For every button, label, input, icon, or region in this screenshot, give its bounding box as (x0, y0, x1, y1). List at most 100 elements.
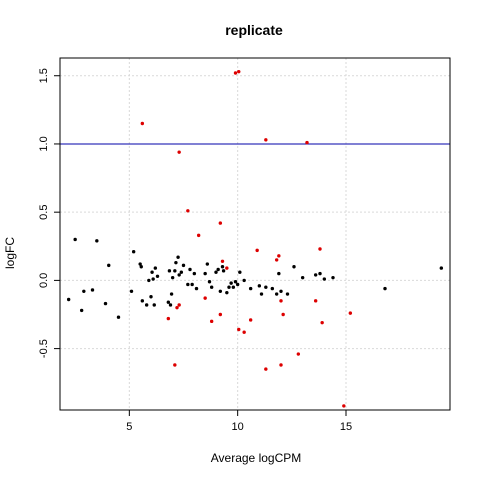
data-point (237, 69, 241, 74)
data-point (257, 284, 262, 288)
data-point (242, 278, 246, 283)
data-point (279, 289, 283, 294)
data-point (179, 270, 184, 274)
data-point (285, 292, 290, 296)
data-point (140, 121, 145, 126)
data-point (138, 262, 142, 266)
data-point (166, 316, 171, 321)
data-point (147, 278, 151, 283)
data-point (173, 269, 177, 273)
data-point (264, 138, 268, 142)
data-point (209, 285, 214, 289)
x-axis-ticks: 5 10 15 (126, 410, 352, 433)
x-axis-label: Average logCPM (211, 451, 302, 465)
data-point (274, 258, 279, 262)
data-point (238, 270, 242, 274)
data-point (277, 254, 281, 258)
data-point (322, 277, 327, 281)
data-point (139, 265, 143, 269)
data-point (255, 248, 259, 253)
data-point (151, 277, 155, 281)
data-point (220, 259, 225, 263)
data-point (174, 260, 178, 265)
data-point (248, 318, 253, 322)
data-point (313, 273, 318, 277)
data-point (79, 308, 84, 313)
data-point (95, 239, 99, 243)
data-point (168, 303, 173, 307)
y-tick-label: 0.0 (38, 273, 50, 288)
data-point (73, 237, 77, 242)
data-point (218, 312, 223, 317)
data-point (107, 263, 111, 268)
data-point (248, 286, 253, 291)
data-point (218, 289, 223, 294)
data-point (173, 363, 177, 367)
data-point (235, 282, 240, 287)
data-point (264, 285, 268, 289)
data-point (152, 303, 156, 307)
data-point (279, 299, 283, 303)
plot-frame (59, 57, 451, 411)
data-point (300, 275, 305, 280)
y-tick-label: 1.5 (38, 68, 50, 83)
y-tick-label: 0.5 (38, 205, 50, 220)
data-point (383, 286, 387, 291)
data-point (82, 289, 86, 294)
data-point (342, 404, 346, 408)
data-point (186, 282, 190, 287)
data-point (279, 363, 283, 367)
data-point (216, 267, 220, 272)
data-point (177, 303, 181, 307)
data-point (225, 290, 229, 295)
data-point (274, 292, 279, 296)
data-point (229, 281, 233, 285)
y-tick-label: 1.0 (38, 136, 50, 151)
data-point (169, 292, 174, 296)
data-point (270, 286, 275, 291)
data-point (166, 300, 171, 304)
grid-lines (60, 58, 450, 410)
data-point (331, 275, 335, 280)
data-point (90, 288, 95, 292)
data-point (225, 266, 229, 270)
data-point (259, 292, 264, 296)
data-point (221, 269, 226, 273)
data-point (194, 286, 199, 291)
data-point (214, 270, 218, 274)
data-point (177, 273, 181, 277)
data-point (233, 71, 238, 75)
data-point (242, 330, 246, 334)
data-point (205, 262, 210, 266)
data-point (196, 233, 201, 238)
x-tick-label: 10 (232, 421, 244, 433)
data-point (264, 367, 268, 371)
data-point (227, 285, 231, 289)
data-point (231, 285, 236, 289)
data-point (348, 311, 353, 315)
data-point (203, 296, 207, 300)
data-point (439, 266, 444, 270)
data-point (209, 319, 214, 324)
data-point (318, 247, 322, 251)
data-point (318, 271, 322, 276)
y-axis-ticks: -0.5 0.0 0.5 1.0 1.5 (38, 68, 60, 358)
data-point (176, 255, 180, 259)
data-point (292, 265, 296, 269)
data-point (175, 305, 179, 310)
data-point (203, 271, 207, 276)
data-point (190, 282, 194, 287)
data-point (192, 271, 197, 276)
data-point (218, 221, 223, 225)
data-point (305, 140, 309, 145)
data-point (153, 266, 158, 270)
data-point (313, 299, 318, 303)
data-point (155, 274, 160, 278)
chart-title: replicate (225, 22, 283, 38)
data-point (188, 267, 192, 272)
data-point (167, 269, 172, 273)
data-point (116, 315, 121, 319)
data-point (177, 150, 181, 154)
data-point (220, 265, 225, 269)
